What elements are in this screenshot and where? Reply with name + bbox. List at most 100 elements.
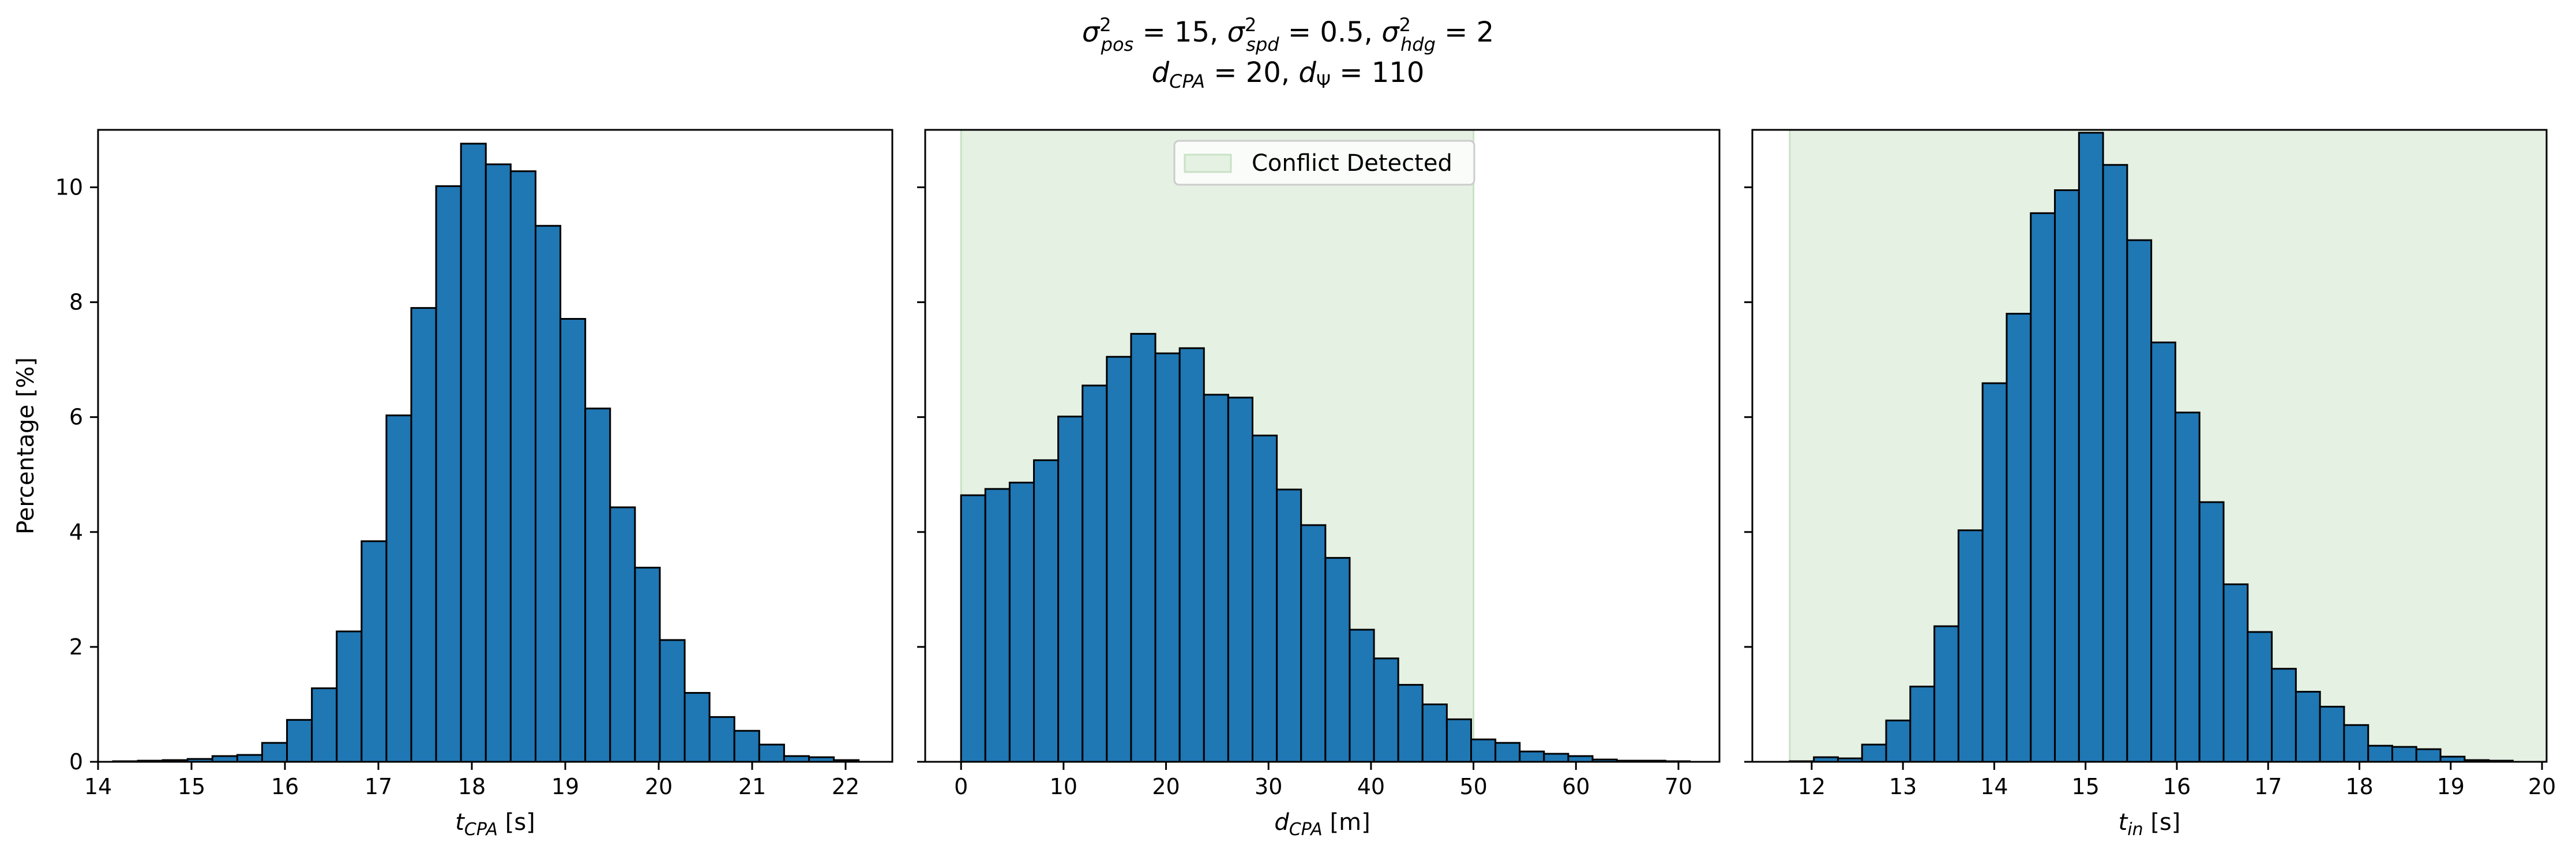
x-tick-label: 30 <box>1255 774 1282 799</box>
x-tick-label: 14 <box>84 774 112 799</box>
histogram-bar <box>1203 394 1229 762</box>
x-tick-label: 21 <box>738 774 766 799</box>
histogram-bar <box>1324 557 1351 762</box>
histogram-bar <box>1008 481 1035 762</box>
histogram-bar <box>1957 529 1984 762</box>
histogram-bar <box>559 318 587 762</box>
tcpa-histogram-plot-area <box>112 143 860 762</box>
histogram-bar <box>960 494 986 762</box>
histogram-bar <box>584 407 611 762</box>
histogram-bar <box>385 414 412 762</box>
histogram-bar <box>2078 132 2104 762</box>
histogram-bar <box>659 639 686 762</box>
histogram-bar <box>2150 341 2176 762</box>
x-tick-label: 0 <box>954 774 968 799</box>
axes-frame <box>924 129 1721 763</box>
legend: Conflict Detected <box>1173 140 1475 186</box>
histogram-bar <box>2198 501 2225 762</box>
histogram-bar <box>1933 625 1959 762</box>
histogram-bar <box>1154 352 1181 762</box>
x-tick-label: 40 <box>1357 774 1385 799</box>
histogram-bar <box>634 567 661 762</box>
histogram-bar <box>286 719 313 762</box>
histogram-bar <box>1033 459 1060 762</box>
x-tick-label: 18 <box>458 774 486 799</box>
figure-title: σ2 pos = 15, σ2 spd = 0.5, σ2 hdg = 2 <box>1082 14 1494 55</box>
histogram-bar <box>261 742 288 762</box>
y-tick-label: 8 <box>69 290 83 315</box>
histogram-bar <box>684 692 711 762</box>
tin-histogram-panel: 12 13 14 15 16 17 18 19 20 tin [s] <box>1744 129 2556 840</box>
x-tick-label: 13 <box>1889 774 1917 799</box>
histogram-bar <box>311 687 338 762</box>
histogram-bar <box>1981 382 2008 762</box>
x-tick-label: 20 <box>1152 774 1180 799</box>
x-tick-label: 20 <box>2528 774 2556 799</box>
histogram-bar <box>1397 684 1424 762</box>
histogram-bar <box>2295 691 2321 762</box>
x-tick-label: 18 <box>2345 774 2373 799</box>
dcpa-histogram-plot-area <box>960 130 1691 762</box>
dcpa-histogram-panel: 0 10 20 30 40 50 60 70 dCPA [m] Conflict Detected <box>917 129 1721 840</box>
histogram-bar <box>485 163 512 762</box>
tin-histogram-plot-area <box>1789 130 2547 762</box>
y-tick-label: 10 <box>55 175 83 200</box>
histogram-bar <box>1519 750 1545 762</box>
histogram-bar <box>1349 628 1375 762</box>
x-tick-label: 16 <box>271 774 299 799</box>
histogram-bar <box>1082 384 1108 762</box>
x-tick-label: 14 <box>1980 774 2008 799</box>
histogram-bar <box>1106 356 1132 762</box>
histogram-bar <box>2391 746 2417 762</box>
histogram-bar <box>984 488 1011 762</box>
histogram-bar <box>2367 744 2394 762</box>
tcpa-histogram-xlabel: tCPA [s] <box>455 809 535 840</box>
histogram-bar <box>1445 718 1472 762</box>
histogram-bar <box>236 754 263 762</box>
histogram-bar <box>2222 583 2249 762</box>
x-tick-label: 22 <box>832 774 859 799</box>
histogram-bar <box>2271 668 2297 762</box>
histogram-bar <box>708 716 735 762</box>
y-tick-label: 2 <box>69 634 83 660</box>
histogram-bar <box>1470 738 1497 762</box>
figure-subtitle: dCPA = 20, dΨ = 110 <box>1152 57 1425 92</box>
histogram-bar <box>1300 524 1327 762</box>
histogram-bar <box>1252 435 1278 762</box>
histogram-bar <box>609 506 636 762</box>
histogram-bar <box>361 540 388 762</box>
x-tick-label: 70 <box>1665 774 1692 799</box>
y-axis-label: Percentage [%] <box>13 357 39 534</box>
histogram-bar <box>1494 742 1521 762</box>
x-tick-label: 15 <box>2072 774 2100 799</box>
histogram-bar <box>2054 189 2080 762</box>
histogram-bar <box>1057 416 1084 762</box>
legend-box <box>1173 140 1475 186</box>
histogram-bar <box>2030 212 2056 762</box>
axes-frame <box>1751 129 2548 763</box>
y-tick-label: 6 <box>69 405 83 430</box>
histogram-bar <box>336 630 363 762</box>
histogram-bar <box>435 185 462 762</box>
x-tick-label: 12 <box>1798 774 1826 799</box>
histogram-bar <box>758 743 785 762</box>
histogram-bar <box>1373 657 1399 762</box>
histogram-bar <box>2006 313 2032 762</box>
x-tick-label: 19 <box>551 774 579 799</box>
x-tick-label: 10 <box>1050 774 1077 799</box>
x-tick-label: 16 <box>2163 774 2191 799</box>
histogram-bar <box>1276 488 1302 762</box>
histogram-bar <box>2247 631 2273 762</box>
x-tick-label: 17 <box>2254 774 2282 799</box>
histogram-bar <box>534 225 562 762</box>
y-tick-label: 4 <box>69 519 83 545</box>
legend-label: Conflict Detected <box>1252 150 1452 177</box>
histogram-bar <box>410 307 437 762</box>
histogram-bar <box>1861 743 1887 762</box>
histogram-bar <box>460 143 487 762</box>
tcpa-histogram-panel: 14 15 16 17 18 19 20 21 22 0 2 4 6 8 10 tCPA [s] Percent… <box>13 129 893 840</box>
dcpa-histogram-xlabel: dCPA [m] <box>1274 809 1370 840</box>
histogram-bar <box>1130 332 1156 762</box>
x-tick-label: 17 <box>365 774 392 799</box>
